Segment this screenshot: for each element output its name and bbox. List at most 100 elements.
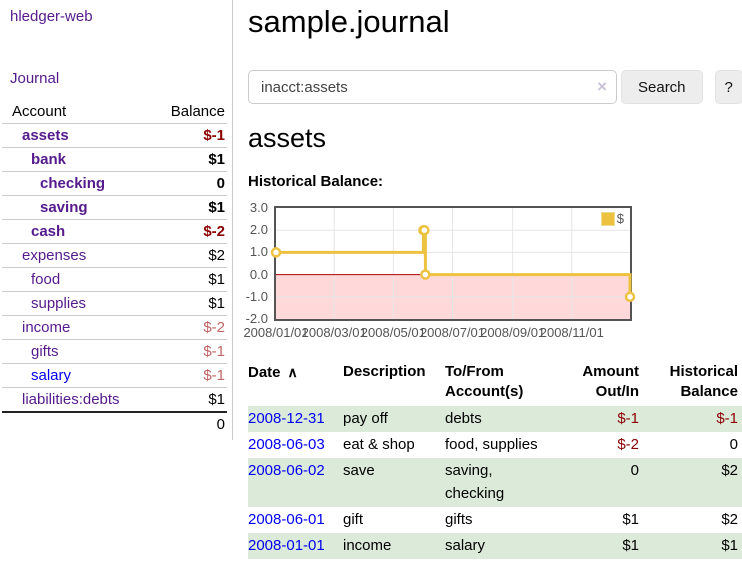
account-balance: $-2 <box>203 223 225 240</box>
accounts-table: Account Balance assets $-1 bank $1 check… <box>2 100 227 436</box>
balance-cell: 0 <box>729 436 738 453</box>
account-link-bank[interactable]: bank <box>31 151 67 168</box>
balance-column-header: Balance <box>170 103 225 120</box>
description-cell: save <box>343 462 375 479</box>
chart-canvas <box>270 208 636 319</box>
brand-link[interactable]: hledger-web <box>10 8 93 25</box>
balance-column-header: Historical Balance <box>669 363 738 400</box>
search-form: × Search ? <box>248 70 742 104</box>
account-row: income $-2 <box>2 315 227 339</box>
transaction-date-link[interactable]: 2008-12-31 <box>248 410 325 427</box>
x-axis-tick-label: 2008/05/01 <box>360 325 426 340</box>
account-row: salary $-1 <box>2 363 227 387</box>
account-row: assets $-1 <box>2 123 227 147</box>
legend-label: $ <box>616 211 624 226</box>
main-content: sample.journal × Search ? assets Histori… <box>243 0 742 582</box>
date-header-label: Date <box>248 364 281 381</box>
account-row: liabilities:debts $1 <box>2 387 227 411</box>
x-axis-tick-label: 2008/09/01 <box>480 325 546 340</box>
account-link-salary[interactable]: salary <box>31 367 72 384</box>
y-axis-tick-label: -2.0 <box>245 311 268 326</box>
y-axis-tick-label: 3.0 <box>249 200 268 215</box>
account-link-checking[interactable]: checking <box>40 175 106 192</box>
register-row: 2008-06-01 gift gifts $1 $2 <box>248 507 742 533</box>
x-axis-tick-label: 2008/11/01 <box>539 325 604 340</box>
balance-cell: $2 <box>721 462 738 479</box>
account-balance: $1 <box>208 295 225 312</box>
transaction-date-link[interactable]: 2008-06-02 <box>248 462 325 479</box>
account-link-food[interactable]: food <box>31 271 61 288</box>
account-row: bank $1 <box>2 147 227 171</box>
date-cell: 2008-06-02 <box>248 458 343 507</box>
search-input[interactable] <box>248 70 617 104</box>
account-link-income[interactable]: income <box>22 319 71 336</box>
description-cell: income <box>343 537 392 554</box>
account-balance: $1 <box>208 271 225 288</box>
register-header-row: Date ∧ Description To/From Account(s) Amo… <box>248 360 742 406</box>
amount-cell: $1 <box>622 537 639 554</box>
transaction-date-link[interactable]: 2008-06-03 <box>248 436 325 453</box>
account-link-assets[interactable]: assets <box>22 127 69 144</box>
date-cell: 2008-01-01 <box>248 533 343 559</box>
y-axis-tick-label: 0.0 <box>249 266 268 282</box>
sidebar: hledger-web Journal Account Balance asse… <box>0 0 232 460</box>
search-button[interactable]: Search <box>621 70 703 104</box>
y-axis-tick-label: -1.0 <box>245 288 268 304</box>
account-link-supplies[interactable]: supplies <box>31 295 87 312</box>
total-balance: 0 <box>216 416 225 433</box>
clear-search-icon[interactable]: × <box>597 77 607 96</box>
account-link-expenses[interactable]: expenses <box>22 247 87 264</box>
balance-cell: $2 <box>721 511 738 528</box>
accounts-table-header: Account Balance <box>2 100 227 123</box>
page-title: sample.journal <box>248 4 450 39</box>
chart-plot-area: $ <box>270 206 636 321</box>
account-row: gifts $-1 <box>2 339 227 363</box>
account-row: checking 0 <box>2 171 227 195</box>
transaction-date-link[interactable]: 2008-06-01 <box>248 511 325 528</box>
account-row: cash $-2 <box>2 219 227 243</box>
x-axis-tick-label: 2008/01/01 <box>243 325 309 340</box>
legend-swatch-icon <box>600 211 615 226</box>
account-link-cash[interactable]: cash <box>31 223 66 240</box>
sidebar-divider <box>232 0 233 440</box>
accounts-cell: debts <box>445 410 482 427</box>
date-column-header[interactable]: Date ∧ <box>248 360 343 406</box>
date-cell: 2008-12-31 <box>248 406 343 432</box>
balance-cell: $1 <box>721 537 738 554</box>
account-link-saving[interactable]: saving <box>40 199 88 216</box>
y-axis-tick-label: 2.0 <box>249 222 268 238</box>
account-balance: $1 <box>208 151 225 168</box>
accounts-cell: gifts <box>445 511 473 528</box>
account-balance: $1 <box>208 391 225 408</box>
account-balance: $-1 <box>203 127 225 144</box>
account-balance: $-2 <box>203 319 225 336</box>
account-balance: $-1 <box>203 367 225 384</box>
account-link-liabilities-debts[interactable]: liabilities:debts <box>22 391 120 408</box>
description-column-header: Description <box>343 363 426 380</box>
y-axis-tick-label: 1.0 <box>249 244 268 260</box>
chart-title: Historical Balance: <box>248 173 384 190</box>
accounts-cell: salary <box>445 537 486 554</box>
balance-chart: $ 3.0 2.0 1.0 0.0 -1.0 -2.0 2008/01/01 2008/03/… <box>243 198 742 348</box>
register-table: Date ∧ Description To/From Account(s) Amo… <box>248 360 742 559</box>
sidebar-item-journal[interactable]: Journal <box>10 70 60 87</box>
register-row: 2008-06-03 eat & shop food, supplies $-2… <box>248 432 742 458</box>
account-heading: assets <box>248 123 327 153</box>
register-row: 2008-06-02 save saving, checking 0 $2 <box>248 458 742 507</box>
account-balance: $-1 <box>203 343 225 360</box>
account-link-gifts[interactable]: gifts <box>31 343 59 360</box>
help-button[interactable]: ? <box>714 70 742 104</box>
description-cell: eat & shop <box>343 436 415 453</box>
search-box: × <box>248 70 617 104</box>
date-cell: 2008-06-01 <box>248 507 343 533</box>
register-row: 2008-12-31 pay off debts $-1 $-1 <box>248 406 742 432</box>
sort-ascending-icon: ∧ <box>287 364 298 380</box>
amount-cell: $-2 <box>617 436 639 453</box>
transaction-date-link[interactable]: 2008-01-01 <box>248 537 325 554</box>
register-row: 2008-01-01 income salary $1 $1 <box>248 533 742 559</box>
account-balance: 0 <box>216 175 225 192</box>
amount-cell: $1 <box>622 511 639 528</box>
description-cell: gift <box>343 511 364 528</box>
balance-cell: $-1 <box>716 410 738 427</box>
account-row: expenses $2 <box>2 243 227 267</box>
